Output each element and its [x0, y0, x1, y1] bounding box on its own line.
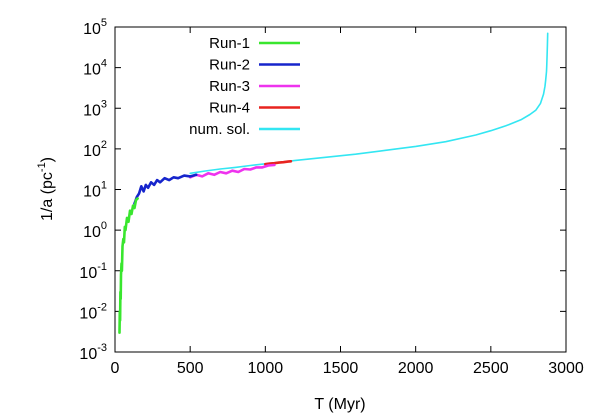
- x-tick-label: 2000: [398, 360, 434, 377]
- series-run-3-line: [188, 163, 276, 179]
- series-run-2-line: [133, 173, 198, 205]
- x-tick-label: 500: [177, 360, 204, 377]
- legend-label-run-1: Run-1: [209, 35, 250, 52]
- x-tick-label: 0: [111, 360, 120, 377]
- x-tick-label: 3000: [548, 360, 584, 377]
- y-tick-label: 102: [83, 139, 107, 160]
- y-axis-title: 1/a (pc-1): [36, 157, 56, 221]
- y-tick-label: 100: [83, 220, 107, 241]
- x-axis-title: T (Myr): [314, 396, 365, 413]
- legend-label-num-sol: num. sol.: [189, 121, 250, 138]
- x-tick-label: 2500: [473, 360, 509, 377]
- plot-frame: [114, 26, 567, 353]
- y-tick-label: 104: [83, 58, 107, 79]
- y-tick-label: 101: [83, 180, 107, 201]
- legend-label-run-4: Run-4: [209, 100, 250, 117]
- legend-label-run-2: Run-2: [209, 57, 250, 74]
- series-num-sol-line: [189, 32, 549, 175]
- legend: Run-1 Run-2 Run-3 Run-4 num. sol.: [189, 35, 300, 138]
- series-run-4-line: [263, 160, 293, 166]
- y-tick-label: 10-2: [79, 301, 107, 322]
- legend-label-run-3: Run-3: [209, 78, 250, 95]
- y-tick-label: 105: [83, 17, 107, 38]
- y-tick-label: 10-1: [79, 261, 107, 282]
- y-tick-label: 10-3: [79, 342, 107, 363]
- y-tick-label: 103: [83, 98, 107, 119]
- series-run-1-line: [118, 197, 139, 334]
- data-series: [118, 32, 549, 334]
- x-tick-label: 1500: [323, 360, 359, 377]
- x-tick-label: 1000: [248, 360, 284, 377]
- axis-ticks: 0 500 1000 1500 2000 2500 3000 10-3 10-2 10-1 100 1…: [79, 17, 583, 377]
